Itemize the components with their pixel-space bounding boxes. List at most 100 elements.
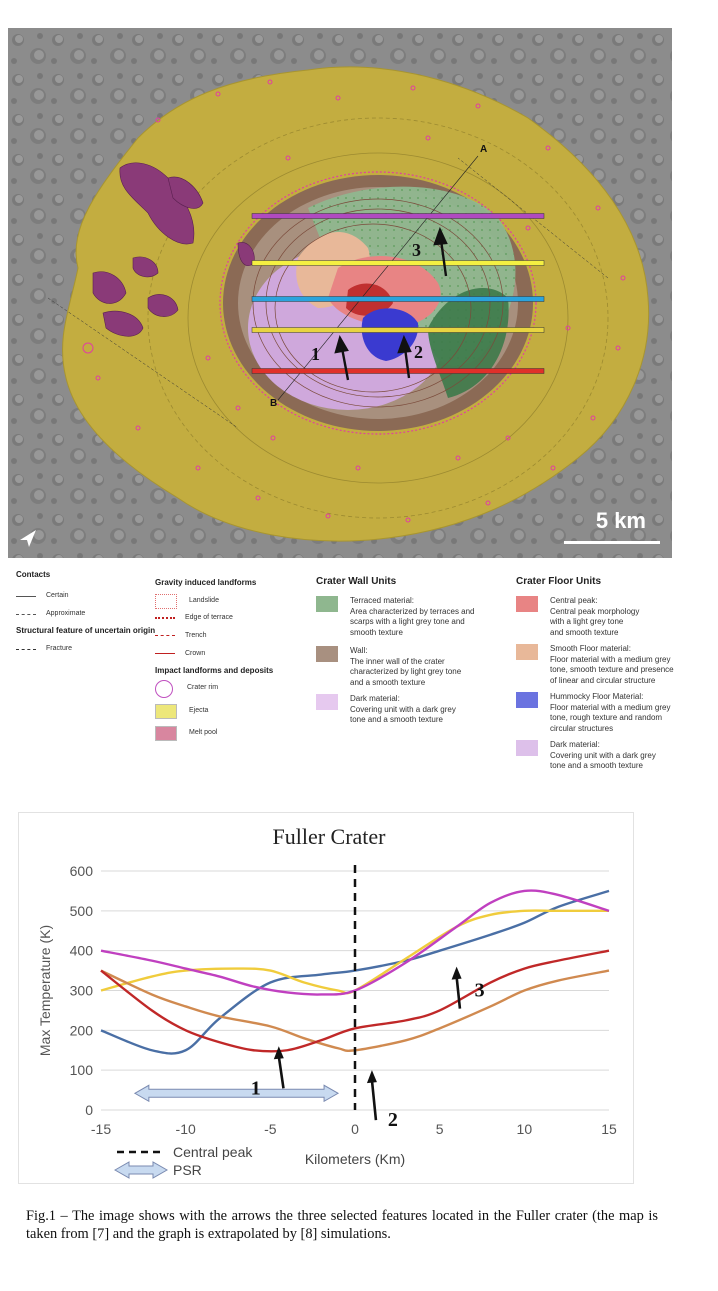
arrow-label-1: 1 bbox=[311, 344, 320, 364]
legend-label: Ejecta bbox=[189, 707, 209, 714]
profile-line-3 bbox=[251, 296, 545, 302]
legend-item-melt-pool: Melt pool bbox=[155, 726, 217, 741]
annotation-label-1: 1 bbox=[251, 1077, 261, 1099]
chart-marks: 1 2 3 bbox=[133, 865, 485, 1131]
legend-label: Landslide bbox=[189, 597, 219, 604]
legend-item-wall: Wall: The inner wall of the crater chara… bbox=[316, 646, 461, 688]
label-a: A bbox=[480, 144, 488, 155]
floor-dark-material-swatch bbox=[516, 740, 538, 756]
y-tick-label: 0 bbox=[85, 1102, 93, 1118]
annotation-arrow-1 bbox=[277, 1056, 285, 1089]
arrow-label-3: 3 bbox=[412, 240, 421, 260]
x-tick-label: -15 bbox=[91, 1121, 111, 1137]
annotation-arrowhead-1 bbox=[273, 1046, 284, 1060]
wall-swatch bbox=[316, 646, 338, 662]
annotation-label-3: 3 bbox=[475, 980, 485, 1002]
legend-wall-units-title: Crater Wall Units bbox=[316, 576, 397, 587]
y-tick-label: 600 bbox=[70, 863, 94, 879]
terraced-material-swatch bbox=[316, 596, 338, 612]
x-tick-label: -5 bbox=[264, 1121, 277, 1137]
legend-item-edge-of-terrace: Edge of terrace bbox=[155, 614, 233, 621]
legend-description: Smooth Floor material: Floor material wi… bbox=[550, 644, 674, 685]
feature-arrow-3-head bbox=[433, 226, 448, 246]
legend-label: Crown bbox=[185, 650, 206, 657]
certain-line-icon bbox=[16, 596, 36, 597]
scale-label: 5 km bbox=[595, 508, 646, 533]
north-arrow-icon bbox=[20, 530, 36, 547]
legend-item-crater-rim: Crater rim bbox=[155, 680, 218, 698]
legend-item-central-peak: Central peak: Central peak morphology wi… bbox=[516, 596, 639, 638]
temperature-profile-lines bbox=[251, 213, 545, 374]
legend-description: Wall: The inner wall of the crater chara… bbox=[350, 646, 462, 687]
wall-dark-material-swatch bbox=[316, 694, 338, 710]
legend-item-crown: Crown bbox=[155, 650, 205, 657]
y-axis-ticks: 0 100 200 300 400 500 600 bbox=[70, 863, 94, 1118]
crater-rim-markers bbox=[82, 79, 626, 523]
legend-label: Edge of terrace bbox=[185, 614, 233, 621]
terrace-contours bbox=[252, 198, 504, 408]
map-legend: Contacts Certain Approximate Structural … bbox=[0, 570, 718, 780]
hummocky-floor-swatch bbox=[516, 692, 538, 708]
legend-wall-units-column: Crater Wall Units bbox=[316, 576, 396, 587]
fracture-line-icon bbox=[16, 649, 36, 650]
legend-description: Dark material: Covering unit with a dark… bbox=[550, 740, 656, 770]
x-tick-label: 0 bbox=[351, 1121, 359, 1137]
legend-floor-units-column: Crater Floor Units bbox=[516, 576, 601, 587]
legend-item-floor-dark-material: Dark material: Covering unit with a dark… bbox=[516, 740, 656, 772]
legend-impact-title: Impact landforms and deposits bbox=[155, 666, 274, 675]
legend-item-terraced-material: Terraced material: Area characterized by… bbox=[316, 596, 475, 638]
profile-line-2 bbox=[251, 260, 545, 266]
legend-item-smooth-floor: Smooth Floor material: Floor material wi… bbox=[516, 644, 674, 686]
series-line-3 bbox=[100, 889, 610, 996]
annotation-arrowhead-2 bbox=[366, 1070, 377, 1084]
legend-structural-title: Structural feature of uncertain origin bbox=[16, 626, 156, 635]
x-tick-label: 15 bbox=[601, 1121, 617, 1137]
profile-line-1 bbox=[251, 213, 545, 219]
x-tick-label: -10 bbox=[176, 1121, 196, 1137]
legend-label: Melt pool bbox=[189, 729, 218, 736]
contour-ring bbox=[147, 117, 609, 519]
profile-line-4 bbox=[251, 327, 545, 333]
ejecta-icon bbox=[155, 704, 177, 719]
chart-title: Fuller Crater bbox=[272, 824, 386, 849]
legend-label: Fracture bbox=[46, 645, 73, 652]
figure-caption: Fig.1 – The image shows with the arrows … bbox=[26, 1208, 658, 1242]
annotation-arrow-3 bbox=[455, 976, 462, 1009]
central-peak-swatch bbox=[516, 596, 538, 612]
crown-icon bbox=[155, 653, 175, 654]
x-tick-label: 10 bbox=[517, 1121, 533, 1137]
y-axis-label: Max Temperature (K) bbox=[37, 925, 53, 1056]
legend-label: Crater rim bbox=[187, 684, 219, 691]
feature-arrows bbox=[334, 226, 448, 381]
feature-arrow-3 bbox=[439, 239, 448, 277]
legend-label: Approximate bbox=[46, 610, 86, 617]
x-tick-label: 5 bbox=[436, 1121, 444, 1137]
map-canvas bbox=[8, 28, 672, 558]
annotation-label-2: 2 bbox=[388, 1109, 398, 1131]
legend-floor-units-title: Crater Floor Units bbox=[516, 576, 602, 587]
melt-pools bbox=[92, 162, 255, 337]
legend-description: Terraced material: Area characterized by… bbox=[350, 596, 475, 637]
approximate-line-icon bbox=[16, 614, 36, 615]
legend-item-trench: Trench bbox=[155, 632, 207, 639]
landslide-icon bbox=[155, 594, 177, 609]
feature-arrow-1 bbox=[340, 347, 350, 381]
legend-label: Certain bbox=[46, 592, 69, 599]
legend-item-approximate: Approximate bbox=[16, 610, 85, 617]
legend-description: Central peak: Central peak morphology wi… bbox=[550, 596, 640, 637]
crater-rim-icon bbox=[155, 680, 173, 698]
legend-psr-label: PSR bbox=[173, 1162, 202, 1178]
feature-arrow-2 bbox=[403, 347, 411, 379]
annotation-arrowhead-3 bbox=[451, 966, 462, 980]
arrow-label-2: 2 bbox=[414, 342, 423, 362]
y-tick-label: 500 bbox=[70, 903, 94, 919]
feature-arrow-2-head bbox=[397, 334, 412, 354]
legend-label: Trench bbox=[185, 632, 207, 639]
legend-impact-column: Impact landforms and deposits bbox=[155, 666, 273, 679]
psr-legend-icon bbox=[113, 1161, 169, 1179]
y-tick-label: 400 bbox=[70, 943, 94, 959]
legend-description: Dark material: Covering unit with a dark… bbox=[350, 694, 456, 724]
legend-item-hummocky-floor: Hummocky Floor Material: Floor material … bbox=[516, 692, 670, 734]
legend-gravity-column: Gravity induced landforms bbox=[155, 578, 256, 591]
